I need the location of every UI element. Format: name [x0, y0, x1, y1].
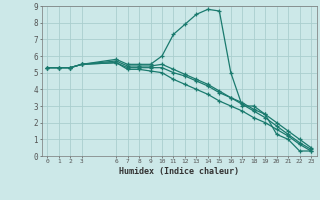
X-axis label: Humidex (Indice chaleur): Humidex (Indice chaleur) [119, 167, 239, 176]
